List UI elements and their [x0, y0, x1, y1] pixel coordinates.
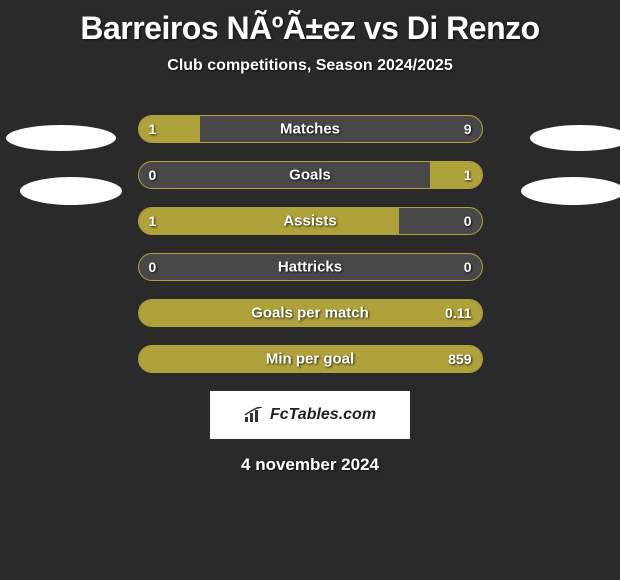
stat-label: Assists	[283, 213, 336, 230]
stat-label: Hattricks	[278, 259, 342, 276]
stat-value-right: 1	[464, 167, 472, 183]
page-title: Barreiros NÃºÃ±ez vs Di Renzo	[0, 0, 620, 47]
stat-value-right: 859	[448, 351, 471, 367]
stat-bars: 1 Matches 9 0 Goals 1 1 Assists 0 0 Hatt…	[138, 115, 483, 373]
stat-label: Matches	[280, 121, 340, 138]
stat-value-left: 1	[149, 121, 157, 137]
as-of-date: 4 november 2024	[0, 455, 620, 475]
stat-label: Min per goal	[266, 351, 354, 368]
source-badge-text: FcTables.com	[270, 406, 376, 424]
stat-fill-right	[430, 162, 481, 188]
chart-icon	[244, 407, 264, 423]
source-badge[interactable]: FcTables.com	[210, 391, 410, 439]
stat-label: Goals per match	[251, 305, 369, 322]
stat-value-right: 0	[464, 213, 472, 229]
stat-value-right: 9	[464, 121, 472, 137]
stat-value-left: 1	[149, 213, 157, 229]
player-left-ellipse-2	[20, 177, 122, 205]
player-right-ellipse-2	[521, 177, 620, 205]
stat-row-hattricks: 0 Hattricks 0	[138, 253, 483, 281]
player-right-ellipse-1	[530, 125, 620, 151]
stat-value-right: 0.11	[445, 305, 471, 321]
stat-row-goals-per-match: Goals per match 0.11	[138, 299, 483, 327]
stat-row-goals: 0 Goals 1	[138, 161, 483, 189]
stat-label: Goals	[289, 167, 331, 184]
stat-fill-left	[139, 208, 400, 234]
comparison-chart: 1 Matches 9 0 Goals 1 1 Assists 0 0 Hatt…	[0, 115, 620, 373]
stat-value-left: 0	[149, 167, 157, 183]
stat-value-right: 0	[464, 259, 472, 275]
page-subtitle: Club competitions, Season 2024/2025	[0, 57, 620, 75]
stat-value-left: 0	[149, 259, 157, 275]
stat-row-matches: 1 Matches 9	[138, 115, 483, 143]
stat-row-assists: 1 Assists 0	[138, 207, 483, 235]
stat-row-min-per-goal: Min per goal 859	[138, 345, 483, 373]
player-left-ellipse-1	[6, 125, 116, 151]
